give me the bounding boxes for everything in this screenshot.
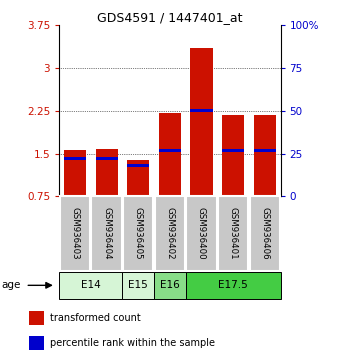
Text: transformed count: transformed count [50, 313, 141, 323]
Bar [218, 196, 248, 271]
Bar [159, 149, 181, 152]
Text: GSM936403: GSM936403 [70, 207, 79, 260]
Bar [91, 196, 122, 271]
Bar [29, 336, 44, 350]
Text: GSM936404: GSM936404 [102, 207, 111, 260]
Bar [186, 272, 281, 299]
Text: GSM936402: GSM936402 [165, 207, 174, 260]
Bar [254, 149, 276, 152]
Bar [186, 196, 217, 271]
Text: GSM936405: GSM936405 [134, 207, 143, 260]
Bar [222, 149, 244, 152]
Title: GDS4591 / 1447401_at: GDS4591 / 1447401_at [97, 11, 243, 24]
Bar [29, 312, 44, 325]
Text: E14: E14 [81, 280, 101, 290]
Text: GSM936401: GSM936401 [228, 207, 238, 260]
Text: percentile rank within the sample: percentile rank within the sample [50, 338, 215, 348]
Bar [190, 48, 213, 196]
Bar [155, 196, 185, 271]
Bar [96, 157, 118, 160]
Bar [122, 272, 154, 299]
Bar [59, 272, 122, 299]
Text: E17.5: E17.5 [218, 280, 248, 290]
Text: E16: E16 [160, 280, 180, 290]
Text: age: age [2, 280, 21, 290]
Bar [123, 196, 153, 271]
Bar [96, 149, 118, 196]
Text: GSM936400: GSM936400 [197, 207, 206, 260]
Text: E15: E15 [128, 280, 148, 290]
Bar [127, 160, 149, 196]
Bar [154, 272, 186, 299]
Bar [64, 149, 86, 196]
Bar [249, 196, 280, 271]
Bar [60, 196, 90, 271]
Text: GSM936406: GSM936406 [260, 207, 269, 260]
Bar [190, 109, 213, 112]
Bar [64, 157, 86, 160]
Bar [159, 113, 181, 196]
Bar [222, 115, 244, 196]
Bar [127, 164, 149, 167]
Bar [254, 115, 276, 196]
